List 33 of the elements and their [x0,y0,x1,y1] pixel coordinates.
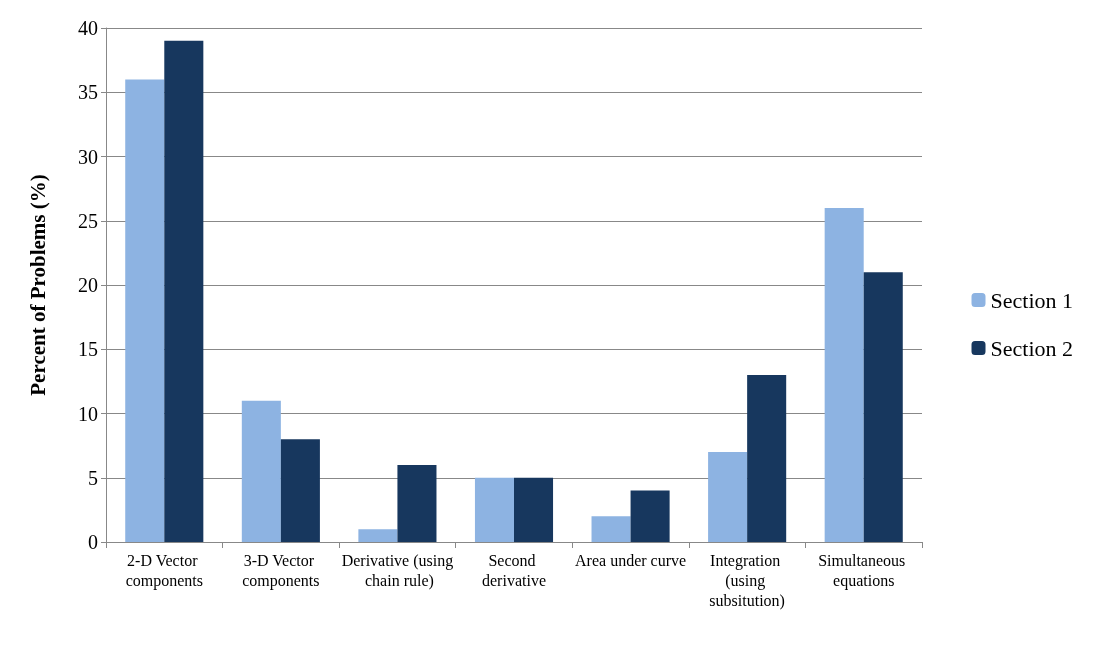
legend-label: Section 2 [990,335,1074,361]
y-tick-label: 0 [88,531,98,553]
bar [280,439,320,542]
bar [514,477,554,542]
bar [824,207,864,542]
x-tick-label: Area under curve [575,551,687,569]
y-tick-label: 15 [78,338,98,361]
x-tick-label: 3-D Vector components [242,551,320,590]
bar [708,452,748,542]
bar [630,490,670,542]
y-tick-label: 40 [78,17,98,39]
bar [591,516,631,542]
y-tick-label: 25 [78,209,98,232]
x-tick-label: Derivative (using chain rule) [341,551,454,590]
bar [474,477,514,542]
bar [164,40,204,542]
legend-label: Section 1 [990,287,1074,313]
x-tick-label: Second derivative [482,551,546,589]
bar [125,79,165,542]
bar [397,464,437,542]
x-tick-label: Integration (using subsitution) [709,551,785,610]
y-axis-title: Percent of Problems (%) [25,174,50,396]
y-tick-label: 5 [88,466,98,489]
bar [358,529,398,542]
bar [863,272,903,542]
x-tick-label: Simultaneous equations [818,551,910,590]
y-tick-label: 35 [78,81,98,104]
y-tick-label: 20 [78,274,98,296]
x-tick-label: 2-D Vector components [125,551,203,590]
bar [747,374,787,542]
bar [241,400,281,542]
y-tick-label: 30 [78,145,98,168]
y-tick-label: 10 [78,402,98,425]
